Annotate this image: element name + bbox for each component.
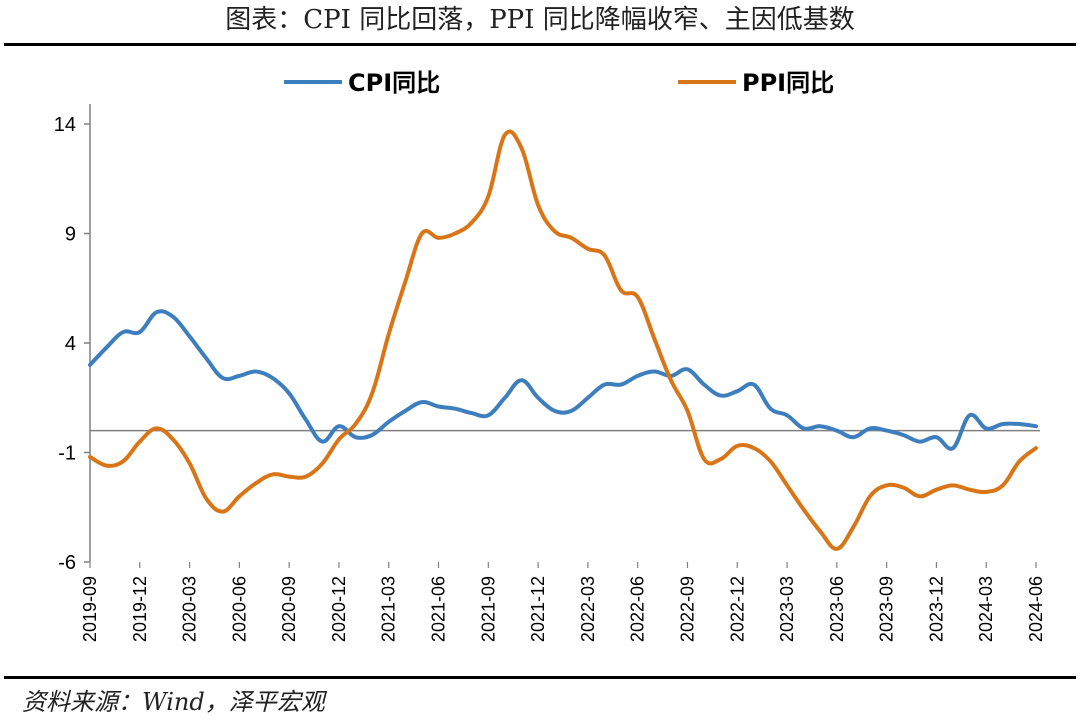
x-tick-label: 2023-03 [777, 576, 797, 642]
legend-label-ppi: PPI同比 [742, 69, 834, 97]
x-tick-label: 2023-12 [926, 576, 946, 642]
y-tick-label: 4 [65, 333, 76, 355]
top-rule [4, 43, 1076, 46]
legend-label-cpi: CPI同比 [348, 69, 440, 97]
series-line-cpi [88, 309, 1038, 451]
series-line-ppi [88, 129, 1038, 551]
x-tick-label: 2019-09 [80, 576, 100, 642]
x-tick-label: 2023-06 [827, 576, 847, 642]
x-tick-label: 2021-06 [429, 576, 449, 642]
bottom-rule [4, 676, 1076, 679]
x-tick-label: 2021-09 [478, 576, 498, 642]
series-lines [88, 129, 1038, 551]
x-tick-label: 2020-12 [329, 576, 349, 642]
x-tick-label: 2021-12 [528, 576, 548, 642]
x-tick-label: 2020-06 [229, 576, 249, 642]
x-tick-label: 2022-03 [578, 576, 598, 642]
x-tick-label: 2020-03 [180, 576, 200, 642]
y-tick-label: 9 [65, 224, 76, 246]
y-tick-label: -1 [58, 443, 76, 465]
source-note: 资料来源：Wind，泽平宏观 [22, 688, 325, 716]
y-tick-label: 14 [54, 114, 76, 136]
y-tick-label: -6 [58, 552, 76, 574]
x-tick-label: 2024-03 [976, 576, 996, 642]
x-tick-label: 2023-09 [877, 576, 897, 642]
legend: CPI同比 PPI同比 [284, 69, 834, 97]
chart-title: 图表：CPI 同比回落，PPI 同比降幅收窄、主因低基数 [225, 5, 855, 35]
x-tick-label: 2022-09 [677, 576, 697, 642]
x-tick-label: 2020-09 [279, 576, 299, 642]
x-tick-label: 2019-12 [130, 576, 150, 642]
x-tick-label: 2021-03 [379, 576, 399, 642]
x-tick-label: 2022-06 [628, 576, 648, 642]
x-tick-label: 2024-06 [1026, 576, 1046, 642]
x-tick-label: 2022-12 [727, 576, 747, 642]
